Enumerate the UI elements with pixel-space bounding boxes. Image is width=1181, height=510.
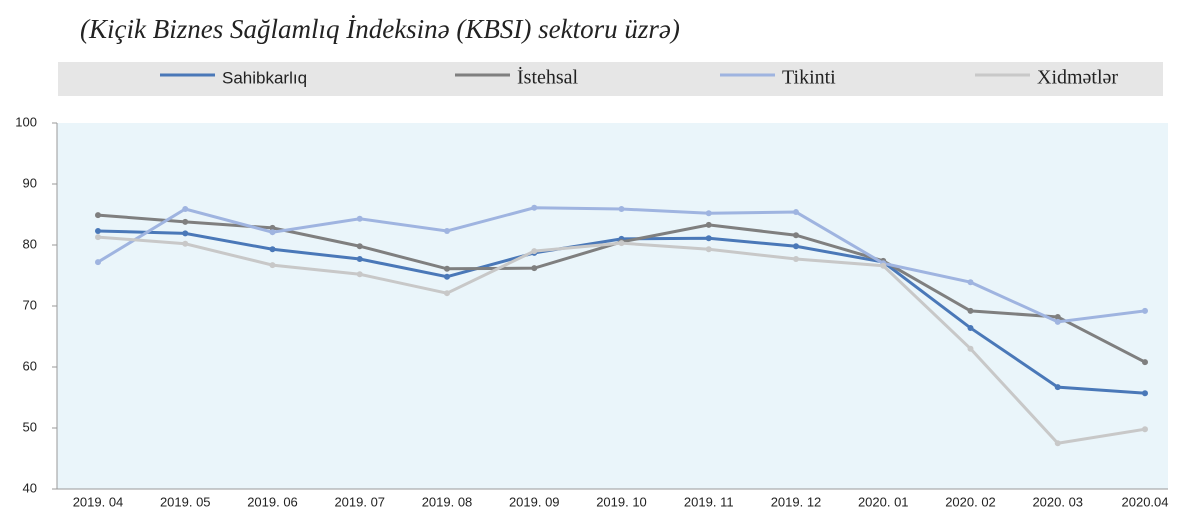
data-point — [618, 240, 625, 247]
data-point — [95, 259, 101, 266]
x-tick-label: 2020. 03 — [1032, 494, 1083, 509]
data-point — [1054, 313, 1061, 320]
x-tick-label: 2019. 05 — [160, 494, 211, 509]
data-point — [269, 262, 276, 269]
x-tick-label: 2019. 06 — [247, 494, 298, 509]
data-point — [95, 234, 101, 241]
legend-label: İstehsal — [517, 66, 579, 89]
data-point — [1054, 440, 1061, 447]
x-tick-label: 2019. 07 — [334, 494, 385, 509]
data-point — [618, 206, 625, 213]
x-tick-label: 2020.04 — [1122, 494, 1169, 509]
data-point — [967, 345, 974, 352]
data-point — [531, 204, 538, 211]
y-tick-label: 70 — [23, 297, 37, 312]
data-point — [95, 227, 101, 234]
data-point — [269, 229, 276, 236]
data-point — [269, 246, 276, 253]
data-point — [1142, 359, 1148, 366]
chart-title: (Kiçik Biznes Sağlamlıq İndeksinə (KBSI)… — [80, 14, 680, 44]
y-tick-label: 50 — [23, 419, 37, 434]
data-point — [880, 262, 887, 269]
data-point — [356, 271, 363, 278]
data-point — [1054, 384, 1061, 391]
legend-label: Sahibkarlıq — [222, 68, 307, 87]
x-tick-label: 2019. 09 — [509, 494, 560, 509]
data-point — [531, 265, 538, 272]
data-point — [1054, 318, 1061, 325]
x-tick-label: 2020. 02 — [945, 494, 996, 509]
data-point — [967, 307, 974, 314]
data-point — [793, 256, 799, 263]
x-tick-label: 2019. 10 — [596, 494, 647, 509]
x-tick-label: 2019. 04 — [73, 494, 124, 509]
data-point — [967, 279, 974, 286]
data-point — [793, 243, 799, 250]
data-point — [444, 265, 450, 272]
data-point — [269, 224, 276, 231]
data-point — [182, 230, 189, 237]
legend-label: Tikinti — [782, 67, 836, 89]
data-point — [1142, 426, 1148, 433]
data-point — [793, 232, 799, 239]
data-point — [705, 221, 712, 228]
data-point — [356, 243, 363, 250]
y-tick-label: 80 — [23, 236, 37, 251]
data-point — [967, 324, 974, 331]
data-point — [182, 218, 189, 225]
y-tick-label: 100 — [15, 114, 37, 129]
data-point — [705, 235, 712, 242]
x-tick-label: 2019. 08 — [422, 494, 473, 509]
data-point — [444, 227, 450, 234]
data-point — [356, 256, 363, 263]
data-point — [356, 215, 363, 222]
y-tick-label: 40 — [23, 480, 37, 495]
data-point — [793, 209, 799, 216]
legend-label: Xidmətlər — [1037, 67, 1118, 89]
data-point — [182, 240, 189, 247]
data-point — [705, 210, 712, 217]
y-tick-label: 60 — [23, 358, 37, 373]
legend-background — [58, 62, 1163, 96]
data-point — [705, 246, 712, 253]
x-tick-label: 2019. 12 — [771, 494, 822, 509]
data-point — [444, 273, 450, 280]
plot-background — [57, 123, 1168, 489]
data-point — [444, 290, 450, 297]
data-point — [1142, 307, 1148, 314]
data-point — [182, 206, 189, 213]
data-point — [95, 212, 101, 219]
y-tick-label: 90 — [23, 175, 37, 190]
x-tick-label: 2020. 01 — [858, 494, 909, 509]
x-tick-label: 2019. 11 — [684, 494, 734, 509]
data-point — [531, 248, 538, 255]
data-point — [1142, 390, 1148, 397]
